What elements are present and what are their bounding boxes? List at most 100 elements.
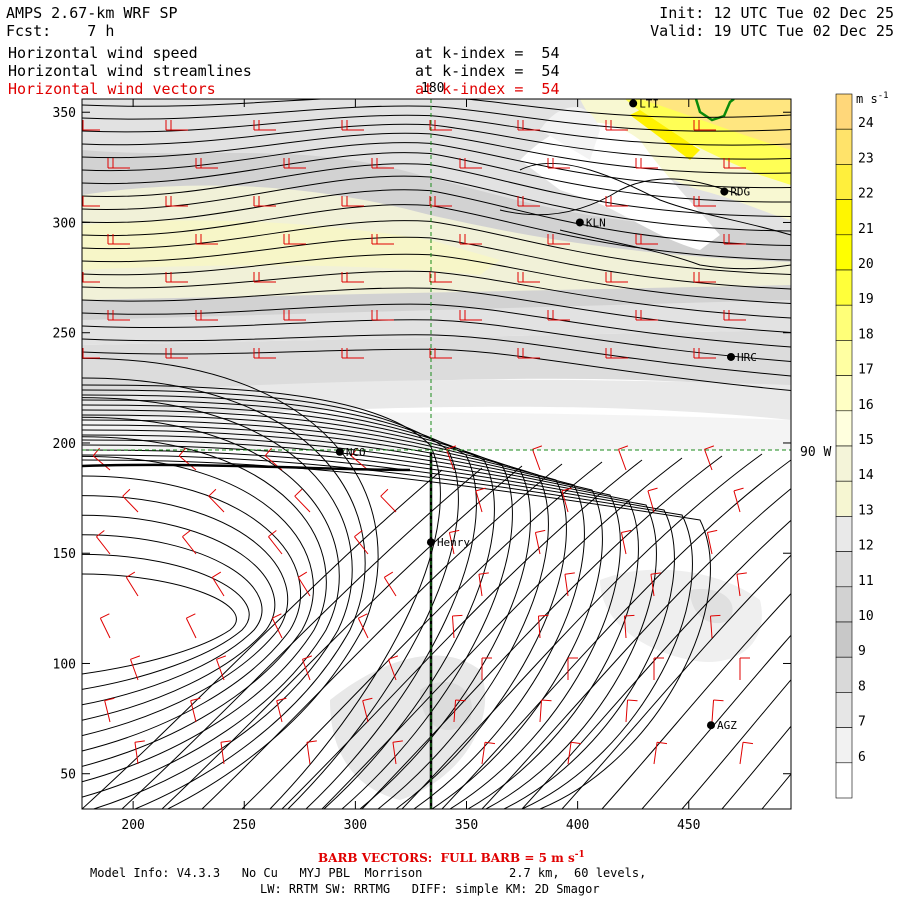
- streamline: [82, 189, 791, 246]
- wind-barb: [564, 572, 575, 597]
- wind-barb: [190, 697, 201, 723]
- wind-barb: [294, 488, 311, 513]
- wind-barb: [271, 613, 283, 639]
- wind-barb: [635, 234, 658, 245]
- station-marker: [706, 721, 715, 730]
- wind-barbs: [82, 120, 754, 765]
- x-tick-label: 350: [455, 818, 478, 833]
- streamline: [521, 519, 791, 809]
- colorbar-label: 18: [858, 327, 874, 342]
- station-label: LTI: [639, 97, 659, 110]
- y-tick-label: 200: [53, 437, 76, 452]
- streamline: [681, 678, 791, 809]
- wind-barb: [459, 310, 482, 321]
- wind-barb: [165, 272, 188, 283]
- streamline: [82, 357, 379, 809]
- streamline: [82, 142, 791, 189]
- streamline: [201, 463, 563, 809]
- station-marker: [426, 538, 435, 547]
- colorbar-segment: [835, 551, 853, 588]
- streamline: [82, 534, 263, 706]
- colorbar-segment: [835, 480, 853, 517]
- streamline: [121, 467, 483, 809]
- colorbar-label: 15: [858, 433, 874, 448]
- wind-barb: [253, 272, 276, 283]
- streamline: [82, 377, 366, 809]
- streamline: [82, 384, 441, 809]
- streamline: [241, 461, 603, 809]
- parallel-label: 90 W: [800, 445, 831, 460]
- wind-barb: [268, 530, 283, 555]
- wind-barb: [706, 529, 718, 555]
- wind-barb: [122, 488, 139, 513]
- colorbar-label: 13: [858, 503, 874, 518]
- colorbar-segment: [835, 692, 853, 728]
- x-tick-label: 300: [344, 818, 367, 833]
- streamline: [82, 454, 693, 809]
- streamline: [561, 554, 791, 809]
- wind-barb: [736, 572, 747, 597]
- wind-barb: [723, 310, 746, 321]
- y-tick-label: 150: [53, 547, 76, 562]
- streamline: [82, 236, 791, 290]
- wind-barb: [341, 196, 364, 207]
- streamline: [82, 449, 675, 809]
- colorbar-label: 24: [858, 116, 874, 131]
- colorbar-label: 9: [858, 644, 866, 659]
- colorbar-label: 21: [858, 222, 874, 237]
- wind-barb: [739, 741, 754, 765]
- wind-barb: [306, 740, 317, 765]
- wind-barb: [357, 613, 369, 639]
- y-tick-label: 350: [53, 106, 76, 121]
- wind-barb: [195, 158, 218, 169]
- streamline: [82, 444, 657, 809]
- field-label-vectors: Horizontal wind vectors: [8, 80, 216, 98]
- wind-barb: [517, 272, 540, 283]
- streamline: [82, 399, 495, 809]
- wind-barb: [253, 196, 276, 207]
- streamline: [82, 469, 443, 809]
- init-time: Init: 12 UTC Tue 02 Dec 25: [659, 4, 894, 22]
- wind-barb: [605, 196, 628, 207]
- wind-barb: [283, 310, 306, 321]
- wind-barb: [478, 572, 489, 597]
- wind-barb: [388, 655, 399, 681]
- colorbar-label: 6: [858, 750, 866, 765]
- wind-barb: [383, 571, 397, 597]
- streamline: [82, 287, 791, 333]
- wind-barb: [276, 697, 287, 723]
- wind-barb: [104, 697, 115, 723]
- streamline: [499, 178, 741, 216]
- wind-barb: [253, 120, 276, 131]
- y-tick-label: 300: [53, 216, 76, 231]
- wind-barb: [620, 529, 632, 555]
- wind-barb: [297, 571, 311, 597]
- wind-barb: [82, 120, 100, 131]
- wind-barb: [561, 487, 572, 513]
- meridian-label: 180: [421, 81, 444, 96]
- wind-barb: [130, 655, 141, 681]
- wind-barb: [354, 530, 369, 555]
- colorbar-segment: [835, 128, 853, 165]
- wind-barb: [341, 348, 364, 359]
- wind-barb: [650, 572, 661, 597]
- colorbar-unit: m s-1: [856, 91, 889, 106]
- wind-barb: [380, 488, 397, 513]
- wind-barb: [134, 740, 145, 765]
- streamline: [82, 495, 289, 737]
- wind-barb: [481, 741, 496, 765]
- streamline: [601, 592, 791, 809]
- wind-barb: [733, 487, 744, 513]
- streamline: [82, 475, 301, 752]
- wind-barb: [107, 158, 130, 169]
- model-title: AMPS 2.67-km WRF SP: [6, 4, 178, 22]
- wind-barb: [82, 348, 100, 359]
- station-label: NCO: [346, 446, 366, 459]
- colorbar-segment: [835, 621, 853, 658]
- wind-barb: [451, 614, 463, 639]
- wind-barb: [195, 234, 218, 245]
- wind-barb: [547, 158, 570, 169]
- streamline: [82, 334, 791, 377]
- wind-barb: [567, 741, 582, 765]
- stations: NCO Henry KLN RDG HRC AGZ LTI: [335, 97, 757, 732]
